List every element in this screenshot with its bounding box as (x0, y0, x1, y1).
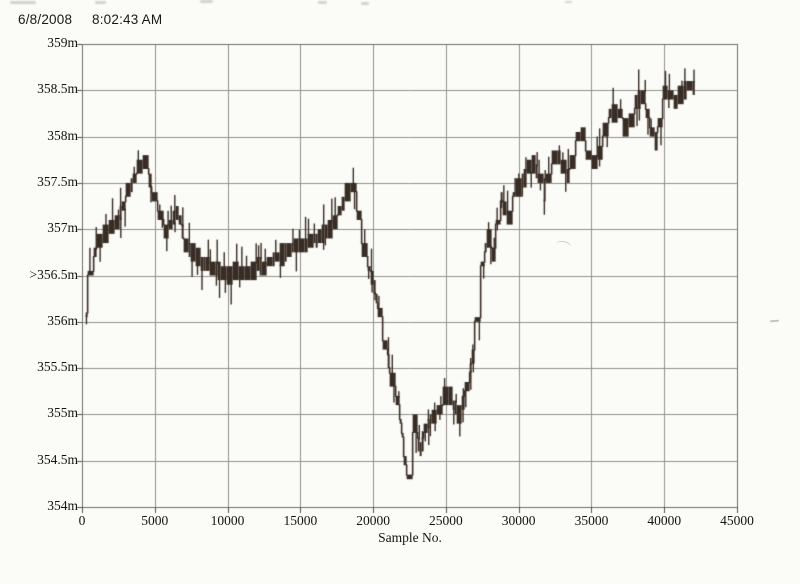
y-tick-label: 358m (47, 127, 78, 143)
scan-artifact (361, 2, 369, 5)
y-tick-label: 355.5m (37, 359, 78, 375)
x-tick-label: 0 (78, 513, 86, 528)
x-tick-label: 30000 (501, 513, 536, 528)
x-axis-title: Sample No. (378, 530, 442, 545)
scan-artifact (565, 1, 572, 3)
y-tick-label: >356.5m (29, 266, 79, 282)
y-tick-label: 359m (47, 35, 78, 50)
x-tick-label: 45000 (720, 513, 754, 528)
y-tick-label: 358.5m (37, 81, 78, 97)
x-tick-label: 15000 (283, 513, 318, 528)
y-tick-label: 357.5m (37, 173, 78, 189)
y-tick-label: 357m (47, 220, 78, 236)
x-tick-label: 35000 (574, 513, 609, 528)
y-tick-label: 354m (47, 498, 78, 513)
y-tick-label: 356m (47, 312, 78, 328)
scan-artifact (95, 1, 106, 4)
x-tick-label: 25000 (429, 513, 463, 528)
y-tick-label: 354.5m (37, 451, 78, 467)
scan-artifact (318, 1, 327, 4)
y-tick-label: 355m (47, 405, 78, 421)
x-tick-label: 40000 (647, 513, 682, 528)
scan-artifact (200, 0, 213, 3)
scan-artifact (10, 1, 36, 4)
x-tick-label: 20000 (356, 513, 390, 528)
x-tick-label: 10000 (210, 513, 245, 528)
x-tick-label: 5000 (141, 513, 169, 528)
